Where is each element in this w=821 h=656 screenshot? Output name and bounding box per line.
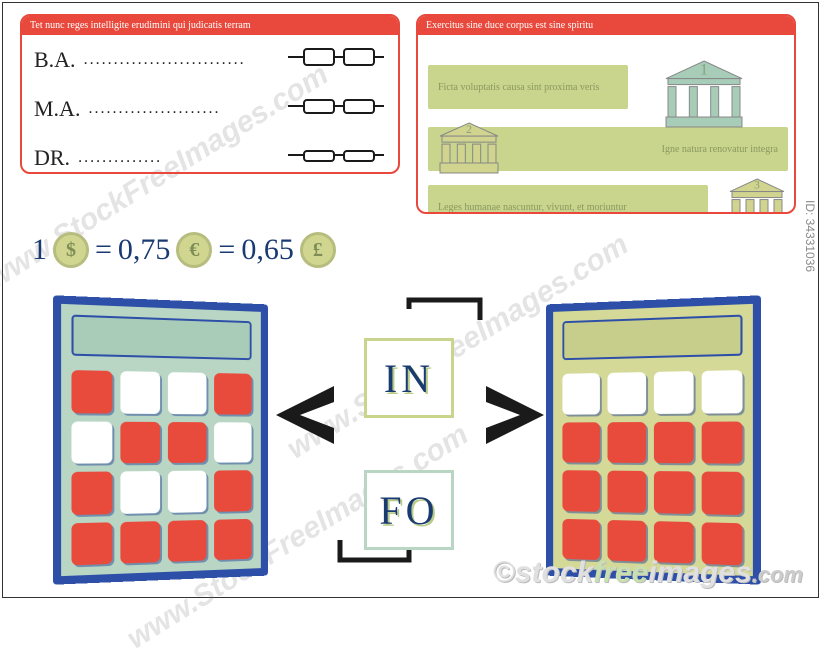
calculator-key[interactable] (702, 370, 743, 413)
calculator-key[interactable] (120, 471, 160, 513)
calculator-key[interactable] (168, 519, 207, 561)
calculator-keypad (71, 370, 251, 565)
image-id: ID: 34331036 (803, 200, 817, 272)
calculator-key[interactable] (71, 421, 112, 464)
calculator-key[interactable] (654, 371, 694, 413)
calculator-key[interactable] (654, 471, 694, 513)
calculator-key[interactable] (608, 372, 647, 414)
calculator-right (546, 295, 761, 584)
info-in-box: IN (364, 338, 454, 418)
calculator-key[interactable] (168, 471, 207, 513)
calculator-key[interactable] (214, 373, 252, 414)
calculator-key[interactable] (168, 422, 207, 463)
calculator-key[interactable] (654, 521, 694, 564)
calculator-key[interactable] (168, 372, 207, 414)
calculator-key[interactable] (702, 522, 743, 566)
calculator-key[interactable] (562, 470, 600, 511)
calculator-left (53, 295, 268, 584)
calculator-key[interactable] (608, 519, 647, 561)
calculator-key[interactable] (702, 471, 743, 514)
arrow-right-icon (480, 380, 550, 450)
calculator-key[interactable] (562, 518, 600, 560)
calculator-display (562, 315, 742, 361)
calculator-key[interactable] (120, 371, 160, 413)
calculator-key[interactable] (654, 421, 694, 463)
arrow-left-icon (270, 380, 340, 450)
calculator-key[interactable] (214, 422, 252, 463)
calculator-key[interactable] (71, 522, 112, 566)
calculator-display (71, 315, 251, 361)
calculator-key[interactable] (214, 518, 252, 560)
calculator-key[interactable] (71, 370, 112, 413)
calculator-key[interactable] (71, 471, 112, 514)
calculator-key[interactable] (214, 470, 252, 511)
calculator-key[interactable] (608, 422, 647, 463)
info-fo-box: FO (364, 470, 454, 550)
calculator-key[interactable] (702, 421, 743, 464)
calculator-key[interactable] (608, 471, 647, 513)
calculator-key[interactable] (562, 422, 600, 463)
calculator-key[interactable] (120, 421, 160, 463)
calculator-key[interactable] (562, 373, 600, 414)
calculator-key[interactable] (120, 521, 160, 564)
calculator-keypad (562, 370, 742, 565)
